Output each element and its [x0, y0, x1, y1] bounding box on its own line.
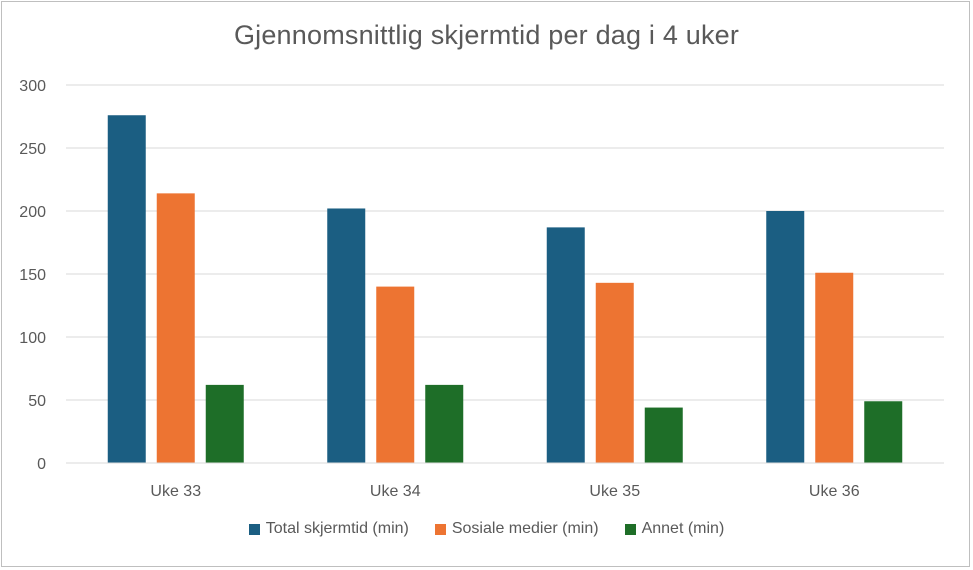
- bar: [376, 286, 415, 463]
- y-tick-label: 50: [28, 393, 46, 410]
- bar: [644, 407, 683, 463]
- x-tick-label: Uke 35: [589, 483, 640, 500]
- bar: [546, 227, 585, 463]
- legend-swatch: [434, 523, 446, 535]
- bar: [107, 115, 146, 464]
- chart-legend: Total skjermtid (min) Sosiale medier (min…: [0, 520, 973, 538]
- legend-item: Sosiale medier (min): [434, 520, 599, 538]
- legend-item: Annet (min): [624, 520, 725, 538]
- x-tick-label: Uke 36: [809, 483, 860, 500]
- y-tick-label: 250: [19, 141, 46, 158]
- x-tick-label: Uke 33: [150, 483, 201, 500]
- legend-swatch: [248, 523, 260, 535]
- legend-label: Sosiale medier (min): [451, 520, 599, 537]
- bar: [864, 401, 903, 463]
- bar: [205, 384, 244, 463]
- x-tick-label: Uke 34: [370, 483, 421, 500]
- legend-label: Total skjermtid (min): [265, 520, 409, 537]
- y-tick-label: 150: [19, 267, 46, 284]
- bar: [766, 211, 805, 463]
- y-tick-label: 0: [37, 456, 46, 473]
- legend-label: Annet (min): [641, 520, 725, 537]
- bar: [595, 282, 634, 463]
- y-tick-label: 300: [19, 78, 46, 95]
- bar: [327, 208, 366, 463]
- bar: [156, 193, 195, 464]
- y-tick-label: 100: [19, 330, 46, 347]
- legend-swatch: [624, 523, 636, 535]
- chart-title: Gjennomsnittlig skjermtid per dag i 4 uk…: [233, 20, 740, 50]
- legend-item: Total skjermtid (min): [248, 520, 409, 538]
- y-tick-label: 200: [19, 204, 46, 221]
- bar-chart: 0 50 100 150 200 250 300 Uke 33 Uke 34 Uke 35 Uke …: [19, 78, 944, 500]
- bar: [815, 272, 854, 463]
- bar: [425, 384, 464, 463]
